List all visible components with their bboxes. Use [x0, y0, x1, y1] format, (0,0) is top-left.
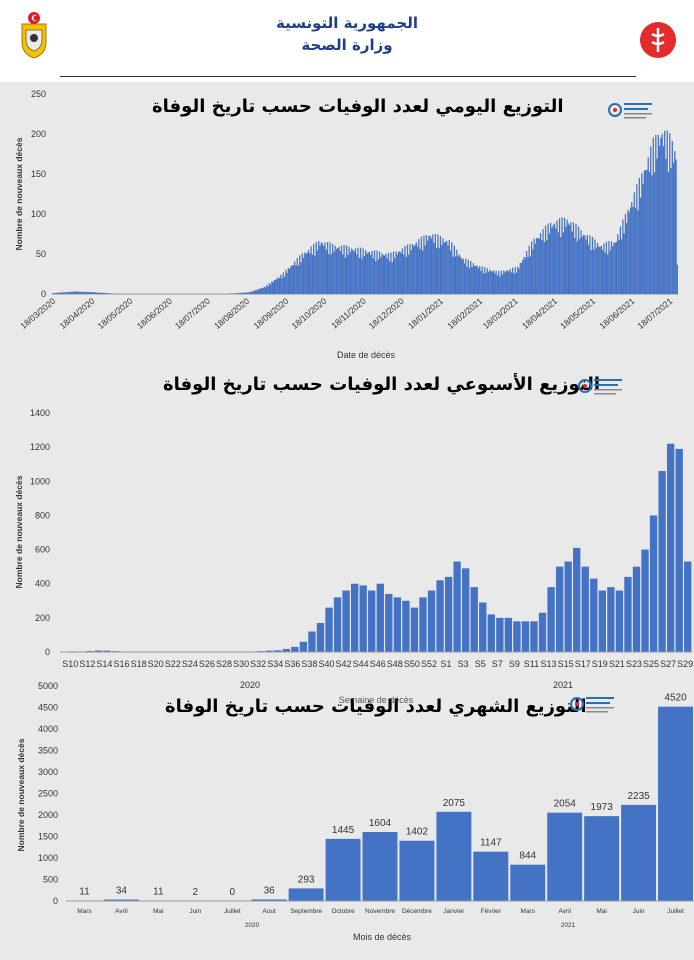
page-header: الجمهورية التونسية وزارة الصحة: [0, 0, 694, 82]
ministry-of-health-logo-icon: [640, 22, 676, 58]
weekly-chart-title: التوزيع الأسبوعي لعدد الوفيات حسب تاريخ …: [163, 374, 601, 395]
monthly-onmne-logo-icon: [570, 697, 614, 713]
weekly-chart-panel: [0, 368, 694, 668]
republic-name: الجمهورية التونسية: [276, 14, 418, 32]
daily-chart-panel: [0, 82, 694, 368]
ministry-name: وزارة الصحة: [301, 36, 393, 54]
weekly-onmne-logo-icon: [578, 379, 622, 395]
monthly-chart-title: التوزيع الشهري لعدد الوفيات حسب تاريخ ال…: [165, 696, 587, 717]
header-divider: [60, 76, 636, 77]
daily-chart-title: التوزيع اليومي لعدد الوفيات حسب تاريخ ال…: [152, 96, 564, 117]
daily-onmne-logo-icon: [608, 103, 652, 119]
tunisia-coat-of-arms-icon: [21, 12, 47, 59]
